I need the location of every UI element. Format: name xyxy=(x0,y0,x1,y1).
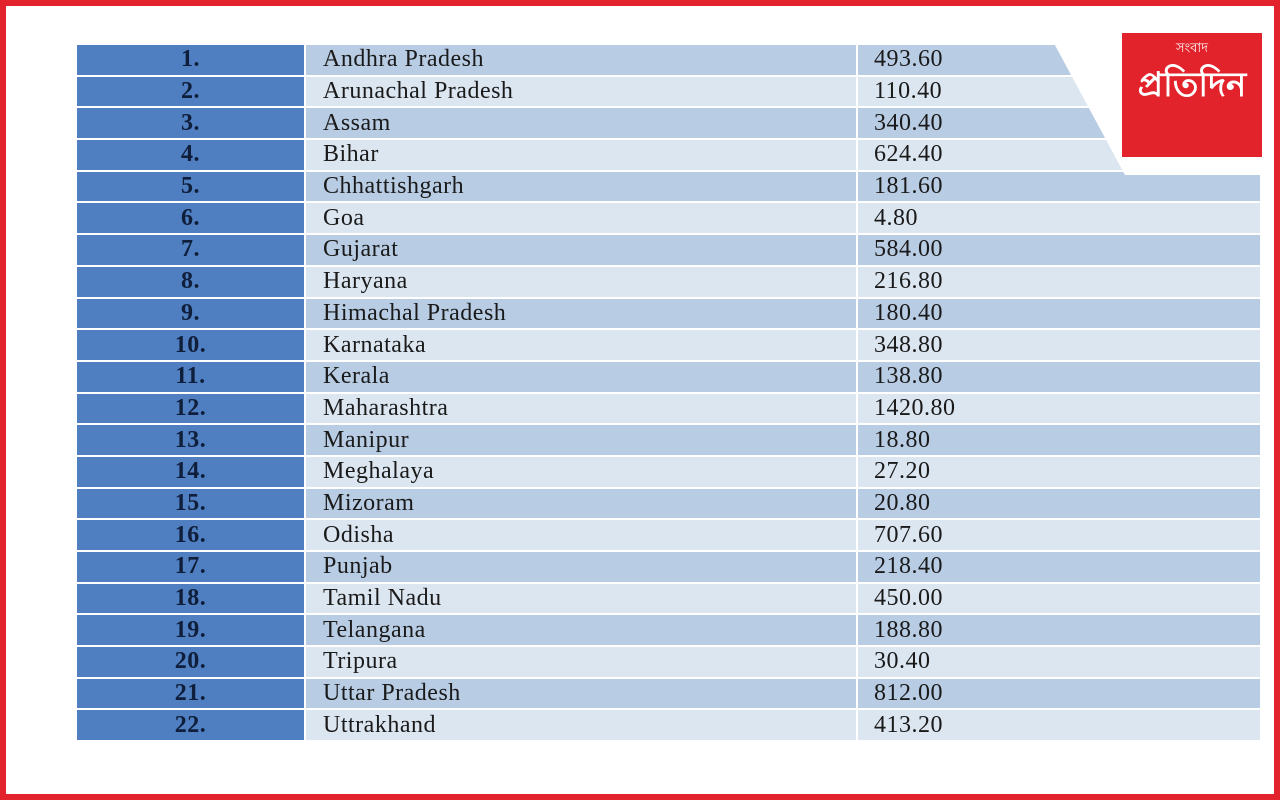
serial-number: 19. xyxy=(77,615,306,648)
table-row: 16. Odisha 707.60 xyxy=(77,520,1260,552)
amount: 450.00 xyxy=(858,583,1260,616)
table-row: 18. Tamil Nadu 450.00 xyxy=(77,583,1260,616)
table-row: 5. Chhattishgarh 181.60 xyxy=(77,171,1260,204)
logo-small: সংবাদ xyxy=(1175,41,1209,56)
state-name: Arunachal Pradesh xyxy=(306,76,858,109)
table-row: 17. Punjab 218.40 xyxy=(77,552,1260,584)
state-name: Telangana xyxy=(306,615,858,648)
serial-number: 8. xyxy=(77,266,306,299)
serial-number: 3. xyxy=(77,108,306,141)
state-name: Uttar Pradesh xyxy=(306,678,858,711)
serial-number: 7. xyxy=(77,235,306,267)
amount: 216.80 xyxy=(858,266,1260,299)
serial-number: 4. xyxy=(77,140,306,172)
state-name: Meghalaya xyxy=(306,456,858,489)
state-name: Punjab xyxy=(306,552,858,584)
amount: 584.00 xyxy=(858,235,1260,267)
state-name: Gujarat xyxy=(306,235,858,267)
logo-main: প্রতিদিন xyxy=(1137,65,1247,105)
serial-number: 9. xyxy=(77,298,306,331)
table-row: 21. Uttar Pradesh 812.00 xyxy=(77,678,1260,711)
state-name: Maharashtra xyxy=(306,393,858,426)
amount: 27.20 xyxy=(858,456,1260,489)
table-row: 4. Bihar 624.40 xyxy=(77,140,1260,172)
amount: 181.60 xyxy=(858,171,1260,204)
state-name: Tamil Nadu xyxy=(306,583,858,616)
state-name: Karnataka xyxy=(306,330,858,362)
table-row: 19. Telangana 188.80 xyxy=(77,615,1260,648)
serial-number: 22. xyxy=(77,710,306,743)
serial-number: 12. xyxy=(77,393,306,426)
table-row: 8. Haryana 216.80 xyxy=(77,266,1260,299)
table-row: 22. Uttrakhand 413.20 xyxy=(77,710,1260,743)
table-row: 11. Kerala 138.80 xyxy=(77,361,1260,394)
state-name: Kerala xyxy=(306,361,858,394)
table-row: 3. Assam 340.40 xyxy=(77,108,1260,141)
serial-number: 1. xyxy=(77,45,306,77)
serial-number: 18. xyxy=(77,583,306,616)
table-row: 20. Tripura 30.40 xyxy=(77,647,1260,679)
serial-number: 13. xyxy=(77,425,306,457)
state-name: Haryana xyxy=(306,266,858,299)
amount: 707.60 xyxy=(858,520,1260,552)
serial-number: 6. xyxy=(77,203,306,236)
table-row: 14. Meghalaya 27.20 xyxy=(77,456,1260,489)
table-row: 1. Andhra Pradesh 493.60 xyxy=(77,45,1260,77)
amount: 413.20 xyxy=(858,710,1260,743)
serial-number: 11. xyxy=(77,361,306,394)
table-row: 13. Manipur 18.80 xyxy=(77,425,1260,457)
amount: 20.80 xyxy=(858,488,1260,521)
table-row: 12. Maharashtra 1420.80 xyxy=(77,393,1260,426)
table-row: 7. Gujarat 584.00 xyxy=(77,235,1260,267)
serial-number: 10. xyxy=(77,330,306,362)
amount: 138.80 xyxy=(858,361,1260,394)
state-name: Goa xyxy=(306,203,858,236)
amount: 1420.80 xyxy=(858,393,1260,426)
amount: 348.80 xyxy=(858,330,1260,362)
table-row: 6. Goa 4.80 xyxy=(77,203,1260,236)
state-name: Mizoram xyxy=(306,488,858,521)
serial-number: 21. xyxy=(77,678,306,711)
amount: 188.80 xyxy=(858,615,1260,648)
serial-number: 14. xyxy=(77,456,306,489)
table-row: 10. Karnataka 348.80 xyxy=(77,330,1260,362)
serial-number: 15. xyxy=(77,488,306,521)
amount: 218.40 xyxy=(858,552,1260,584)
state-name: Assam xyxy=(306,108,858,141)
table: 1. Andhra Pradesh 493.60 2. Arunachal Prades… xyxy=(77,45,1260,743)
state-name: Chhattishgarh xyxy=(306,171,858,204)
serial-number: 16. xyxy=(77,520,306,552)
state-name: Tripura xyxy=(306,647,858,679)
serial-number: 2. xyxy=(77,76,306,109)
logo: সংবাদ প্রতিদিন xyxy=(1122,33,1262,157)
table-row: 2. Arunachal Pradesh 110.40 xyxy=(77,76,1260,109)
state-name: Himachal Pradesh xyxy=(306,298,858,331)
amount: 4.80 xyxy=(858,203,1260,236)
state-name: Bihar xyxy=(306,140,858,172)
serial-number: 5. xyxy=(77,171,306,204)
table-row: 15. Mizoram 20.80 xyxy=(77,488,1260,521)
amount: 30.40 xyxy=(858,647,1260,679)
table-row: 9. Himachal Pradesh 180.40 xyxy=(77,298,1260,331)
state-name: Manipur xyxy=(306,425,858,457)
amount: 18.80 xyxy=(858,425,1260,457)
state-name: Uttrakhand xyxy=(306,710,858,743)
amount: 180.40 xyxy=(858,298,1260,331)
serial-number: 20. xyxy=(77,647,306,679)
serial-number: 17. xyxy=(77,552,306,584)
amount: 812.00 xyxy=(858,678,1260,711)
state-name: Odisha xyxy=(306,520,858,552)
state-name: Andhra Pradesh xyxy=(306,45,858,77)
